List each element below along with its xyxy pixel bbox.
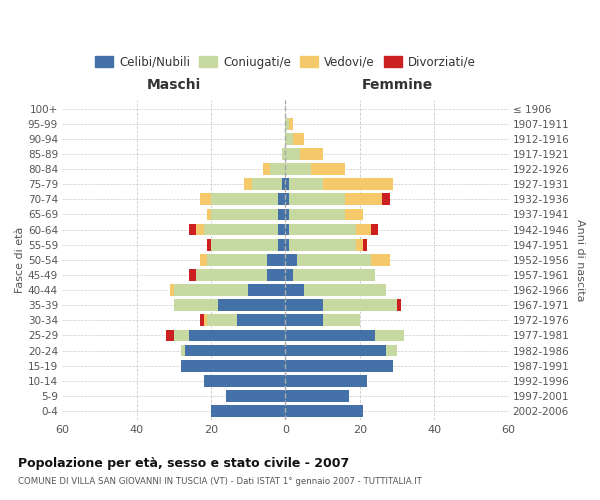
Bar bbox=[181, 344, 185, 356]
Bar bbox=[200, 314, 203, 326]
Bar bbox=[286, 254, 296, 266]
Bar bbox=[267, 254, 286, 266]
Bar bbox=[289, 208, 345, 220]
Bar bbox=[289, 239, 356, 250]
Bar bbox=[226, 390, 286, 402]
Bar bbox=[218, 300, 286, 311]
Bar bbox=[203, 224, 278, 235]
Text: Popolazione per età, sesso e stato civile - 2007: Popolazione per età, sesso e stato civil… bbox=[18, 458, 349, 470]
Bar bbox=[300, 148, 323, 160]
Bar bbox=[252, 178, 281, 190]
Bar bbox=[311, 163, 345, 175]
Legend: Celibi/Nubili, Coniugati/e, Vedovi/e, Divorziati/e: Celibi/Nubili, Coniugati/e, Vedovi/e, Di… bbox=[91, 51, 480, 74]
Bar bbox=[345, 208, 364, 220]
Bar bbox=[286, 178, 289, 190]
Bar bbox=[188, 269, 196, 281]
Bar bbox=[203, 314, 207, 326]
Bar bbox=[286, 390, 349, 402]
Bar bbox=[286, 344, 386, 356]
Bar bbox=[200, 194, 211, 205]
Bar bbox=[286, 300, 323, 311]
Bar bbox=[289, 178, 323, 190]
Bar bbox=[237, 314, 286, 326]
Bar bbox=[289, 194, 345, 205]
Text: Maschi: Maschi bbox=[146, 78, 201, 92]
Bar bbox=[323, 314, 360, 326]
Bar bbox=[170, 284, 174, 296]
Bar bbox=[166, 330, 174, 342]
Bar bbox=[286, 208, 289, 220]
Bar bbox=[181, 360, 286, 372]
Bar bbox=[244, 178, 252, 190]
Bar bbox=[286, 163, 311, 175]
Bar bbox=[278, 224, 286, 235]
Bar bbox=[174, 300, 218, 311]
Bar bbox=[211, 194, 278, 205]
Bar bbox=[323, 300, 397, 311]
Bar bbox=[185, 344, 286, 356]
Bar bbox=[188, 224, 196, 235]
Bar bbox=[278, 208, 286, 220]
Bar bbox=[207, 254, 267, 266]
Bar bbox=[293, 269, 374, 281]
Bar bbox=[278, 194, 286, 205]
Bar bbox=[293, 133, 304, 145]
Bar bbox=[397, 300, 401, 311]
Bar bbox=[345, 194, 382, 205]
Bar bbox=[286, 314, 323, 326]
Bar bbox=[196, 224, 203, 235]
Bar bbox=[286, 224, 289, 235]
Bar bbox=[207, 208, 211, 220]
Bar bbox=[286, 360, 393, 372]
Bar bbox=[364, 239, 367, 250]
Bar bbox=[289, 224, 356, 235]
Bar bbox=[286, 330, 374, 342]
Bar bbox=[286, 194, 289, 205]
Bar bbox=[188, 330, 286, 342]
Bar bbox=[263, 163, 271, 175]
Text: Femmine: Femmine bbox=[361, 78, 433, 92]
Bar bbox=[286, 375, 367, 386]
Bar bbox=[286, 284, 304, 296]
Text: COMUNE DI VILLA SAN GIOVANNI IN TUSCIA (VT) - Dati ISTAT 1° gennaio 2007 - TUTTI: COMUNE DI VILLA SAN GIOVANNI IN TUSCIA (… bbox=[18, 478, 422, 486]
Bar bbox=[211, 239, 278, 250]
Y-axis label: Anni di nascita: Anni di nascita bbox=[575, 218, 585, 301]
Bar bbox=[174, 284, 248, 296]
Bar bbox=[211, 208, 278, 220]
Bar bbox=[281, 148, 286, 160]
Bar bbox=[289, 118, 293, 130]
Bar bbox=[286, 133, 293, 145]
Bar bbox=[304, 284, 386, 296]
Bar bbox=[200, 254, 207, 266]
Bar bbox=[386, 344, 397, 356]
Bar bbox=[271, 163, 286, 175]
Bar bbox=[286, 148, 300, 160]
Bar bbox=[248, 284, 286, 296]
Bar bbox=[207, 239, 211, 250]
Bar bbox=[371, 224, 379, 235]
Bar bbox=[323, 178, 393, 190]
Bar bbox=[267, 269, 286, 281]
Bar bbox=[286, 405, 364, 417]
Bar bbox=[207, 314, 237, 326]
Bar bbox=[356, 239, 364, 250]
Bar bbox=[278, 239, 286, 250]
Bar bbox=[382, 194, 389, 205]
Bar bbox=[286, 269, 293, 281]
Bar bbox=[286, 239, 289, 250]
Bar bbox=[281, 178, 286, 190]
Bar bbox=[174, 330, 188, 342]
Bar bbox=[374, 330, 404, 342]
Bar bbox=[211, 405, 286, 417]
Bar bbox=[196, 269, 267, 281]
Bar bbox=[296, 254, 371, 266]
Bar bbox=[371, 254, 389, 266]
Y-axis label: Fasce di età: Fasce di età bbox=[15, 226, 25, 293]
Bar bbox=[356, 224, 371, 235]
Bar bbox=[203, 375, 286, 386]
Bar bbox=[286, 118, 289, 130]
